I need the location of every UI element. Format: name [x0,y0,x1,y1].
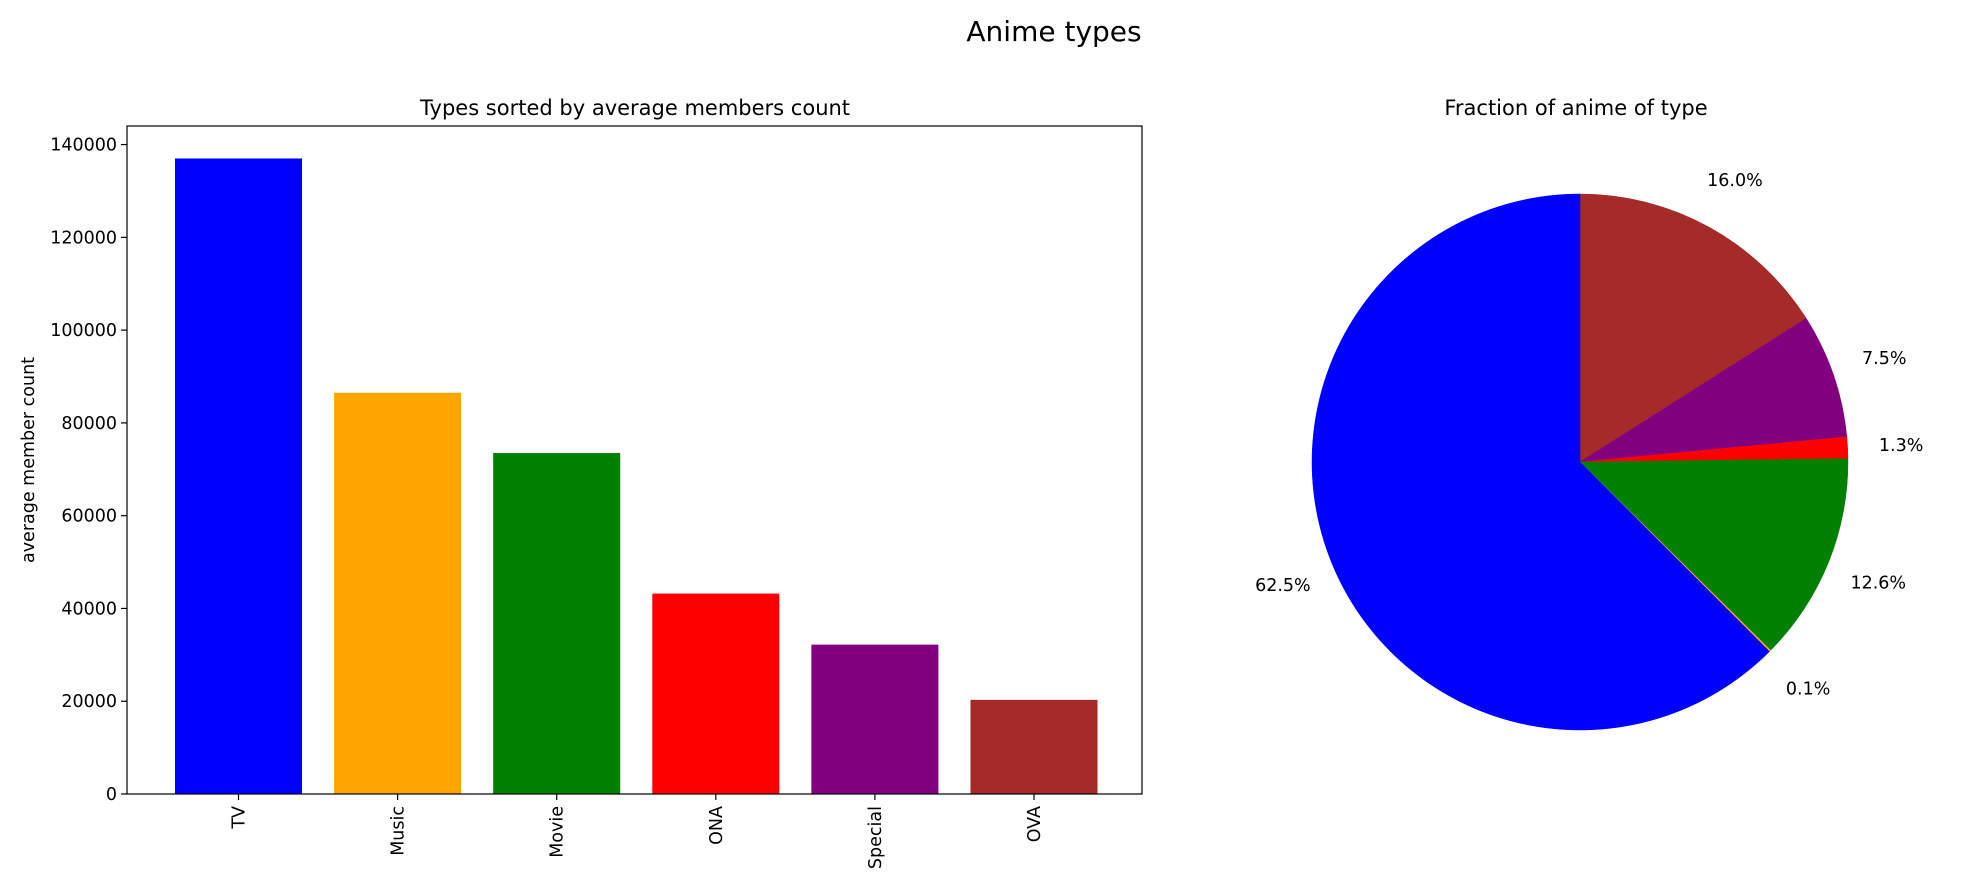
x-tick-label: Special [866,806,886,869]
y-tick-label: 100000 [50,321,117,341]
y-tick-label: 140000 [50,136,117,156]
bar-ova [970,699,1098,794]
bar-marks [175,158,1098,794]
y-tick-label: 60000 [61,507,117,527]
pie-slice [1579,318,1848,463]
pie-slice-label: 16.0% [1707,171,1763,191]
y-tick-label: 0 [106,785,117,805]
pie-chart-title: Fraction of anime of type [1444,96,1707,120]
bar-movie [493,453,621,794]
x-tick-label: OVA [1025,806,1045,842]
pie-slice-label: 7.5% [1862,349,1906,369]
y-tick-label: 120000 [50,228,117,248]
x-tick-label: TV [230,806,250,830]
bar-y-ticks: 0 20000 40000 60000 80000 100000 120000 140000 [50,136,127,805]
pie-slice [1311,193,1770,731]
x-tick-label: ONA [707,806,727,845]
pie-slice-label: 0.1% [1786,680,1830,700]
pie-slice-label: 1.3% [1879,436,1923,456]
y-tick-label: 40000 [61,599,117,619]
bar-music [334,392,462,794]
pie-slice-label: 62.5% [1255,576,1311,596]
y-tick-label: 20000 [61,692,117,712]
pie-slice-label: 12.6% [1850,573,1906,593]
bar-tv [175,158,302,794]
pie-labels: 16.0% 7.5% 1.3% 12.6% 0.1% 62.5% [1255,171,1923,700]
bar-chart-ylabel: average member count [19,357,39,563]
bar-ona [652,593,780,794]
x-tick-label: Movie [548,806,568,858]
bar-x-ticks: TV Music Movie ONA Special OVA [230,794,1045,869]
y-tick-label: 80000 [61,414,117,434]
pie-slice [1579,193,1807,463]
x-tick-label: Music [389,806,409,856]
pie-chart: Fraction of anime of type 16.0%7.5%1.3%1… [1255,96,1923,731]
pie-slice [1579,458,1849,651]
bar-special [811,644,939,794]
bar-chart-title: Types sorted by average members count [419,96,850,120]
bar-plot-frame [126,125,1143,795]
pie-slices [1311,193,1849,731]
figure-title: Anime types [966,15,1141,48]
bar-chart: Types sorted by average members count av… [19,96,1143,869]
